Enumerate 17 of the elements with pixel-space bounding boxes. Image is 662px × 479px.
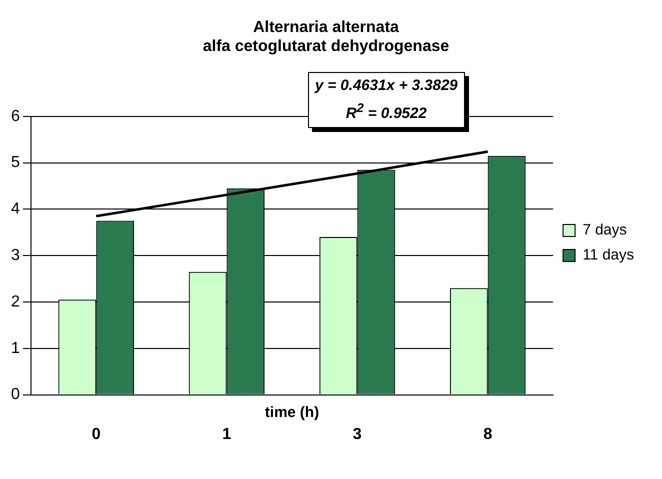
y-tick-label: 5	[10, 154, 20, 172]
y-tick-label: 2	[10, 293, 20, 310]
y-tick-label: 6	[10, 108, 20, 125]
x-tick-label: 1	[222, 426, 232, 443]
y-tick-label: 3	[10, 247, 20, 264]
annotation: R$^{2}$ = 0.9522	[344, 100, 428, 124]
y-tick-label: 4	[10, 200, 20, 218]
x-tick-label: 3	[352, 426, 362, 443]
y-tick-label: 1	[10, 340, 20, 357]
x-tick-label: 0	[92, 426, 101, 443]
y-tick-label: 0	[10, 386, 20, 404]
legend-label: 7 days	[582, 222, 627, 239]
x-tick-label: 8	[483, 426, 492, 443]
chart-title: Alternaria alternata alfa cetoglutarat dehydrogenase	[202, 19, 450, 56]
legend-label: 11 days	[582, 246, 634, 264]
text: y = 0.4631x + 3.3829	[315, 76, 458, 96]
x-axis-title: time (h)	[264, 404, 320, 421]
